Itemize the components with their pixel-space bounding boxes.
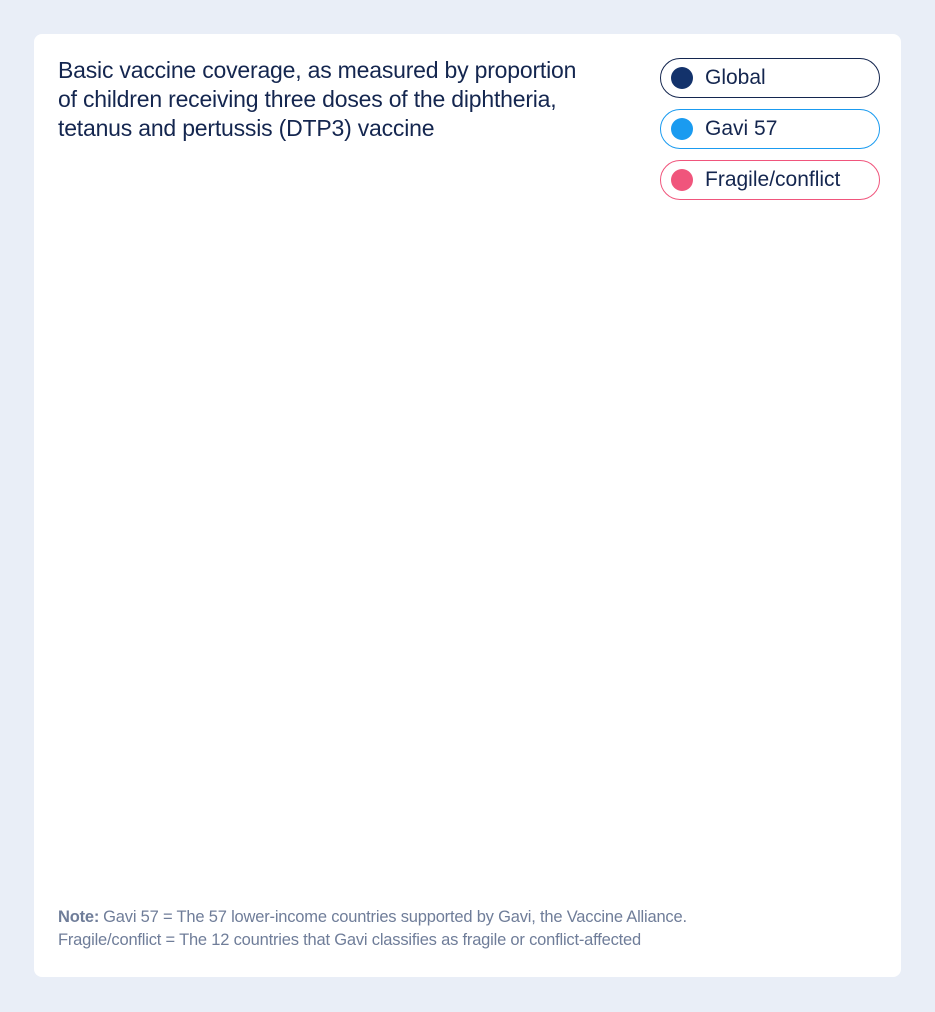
legend-label-fragile-conflict: Fragile/conflict	[705, 168, 841, 191]
legend-label-global: Global	[705, 66, 766, 89]
chart-note: Note: Gavi 57 = The 57 lower-income count…	[58, 906, 878, 952]
legend-item-fragile-conflict: Fragile/conflict	[660, 160, 880, 200]
legend-dot-global	[671, 67, 693, 89]
legend: Global Gavi 57 Fragile/conflict	[660, 58, 880, 211]
note-line-1: Note: Gavi 57 = The 57 lower-income count…	[58, 906, 878, 929]
note-prefix: Note:	[58, 908, 100, 926]
legend-dot-fragile-conflict	[671, 169, 693, 191]
legend-item-gavi-57: Gavi 57	[660, 109, 880, 149]
legend-label-gavi-57: Gavi 57	[705, 117, 778, 140]
note-text-1: Gavi 57 = The 57 lower-income countries …	[103, 908, 687, 926]
note-text-2: Fragile/conflict = The 12 countries that…	[58, 931, 641, 949]
legend-item-global: Global	[660, 58, 880, 98]
chart-title: Basic vaccine coverage, as measured by p…	[58, 57, 577, 141]
chart-card: Basic vaccine coverage, as measured by p…	[34, 34, 901, 977]
legend-dot-gavi-57	[671, 118, 693, 140]
